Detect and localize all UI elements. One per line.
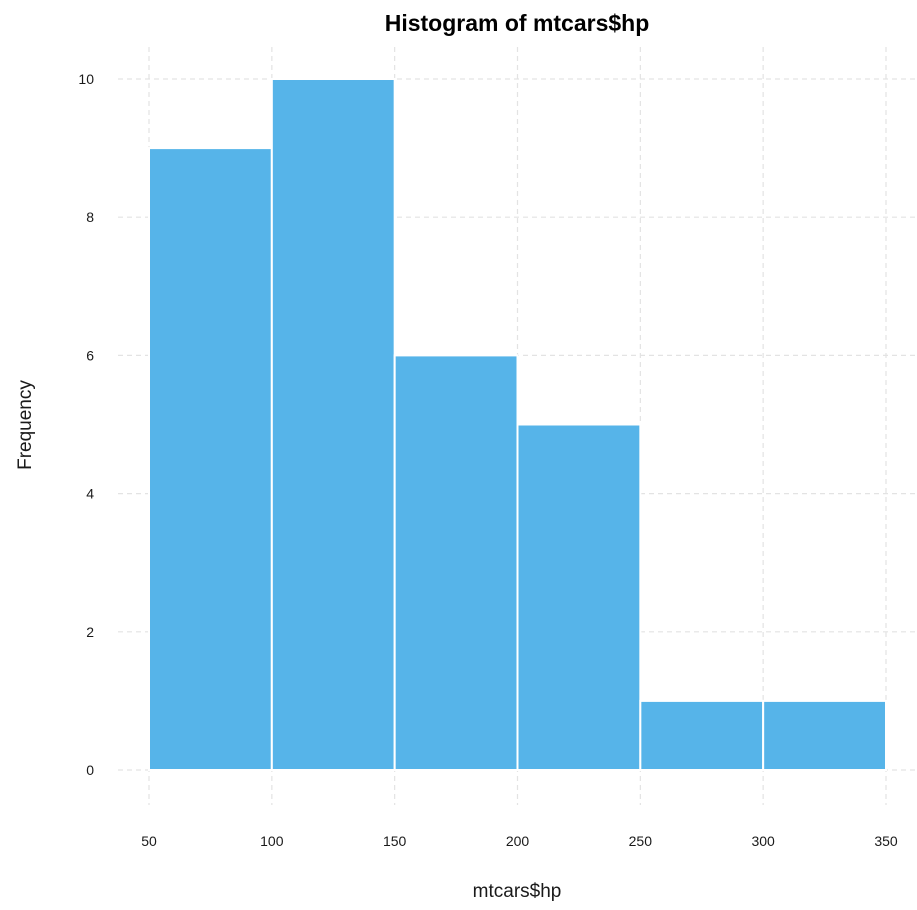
histogram-bar [516, 423, 642, 771]
x-tick-label: 300 [751, 833, 775, 849]
histogram-bar [762, 699, 888, 772]
histogram-bar [148, 147, 273, 772]
histogram-bar [270, 78, 396, 771]
x-tick-label: 350 [874, 833, 898, 849]
y-tick-label: 0 [86, 762, 94, 778]
y-tick-label: 2 [86, 624, 94, 640]
tick-layer: 50 100 150 200 250 300 350 0 2 4 6 8 10 [78, 71, 897, 849]
x-tick-label: 200 [506, 833, 530, 849]
chart-title: Histogram of mtcars$hp [385, 10, 650, 36]
x-tick-label: 150 [383, 833, 407, 849]
y-axis-label: Frequency [15, 380, 36, 470]
histogram-bar [639, 699, 765, 772]
x-tick-label: 250 [629, 833, 653, 849]
histogram-bar [393, 354, 519, 771]
y-tick-label: 6 [86, 347, 94, 363]
x-axis-label: mtcars$hp [473, 881, 562, 902]
y-tick-label: 4 [86, 486, 94, 502]
x-tick-label: 50 [141, 833, 157, 849]
x-tick-label: 100 [260, 833, 284, 849]
bar-layer [148, 78, 888, 772]
y-tick-label: 10 [78, 71, 94, 87]
y-tick-label: 8 [86, 209, 94, 225]
